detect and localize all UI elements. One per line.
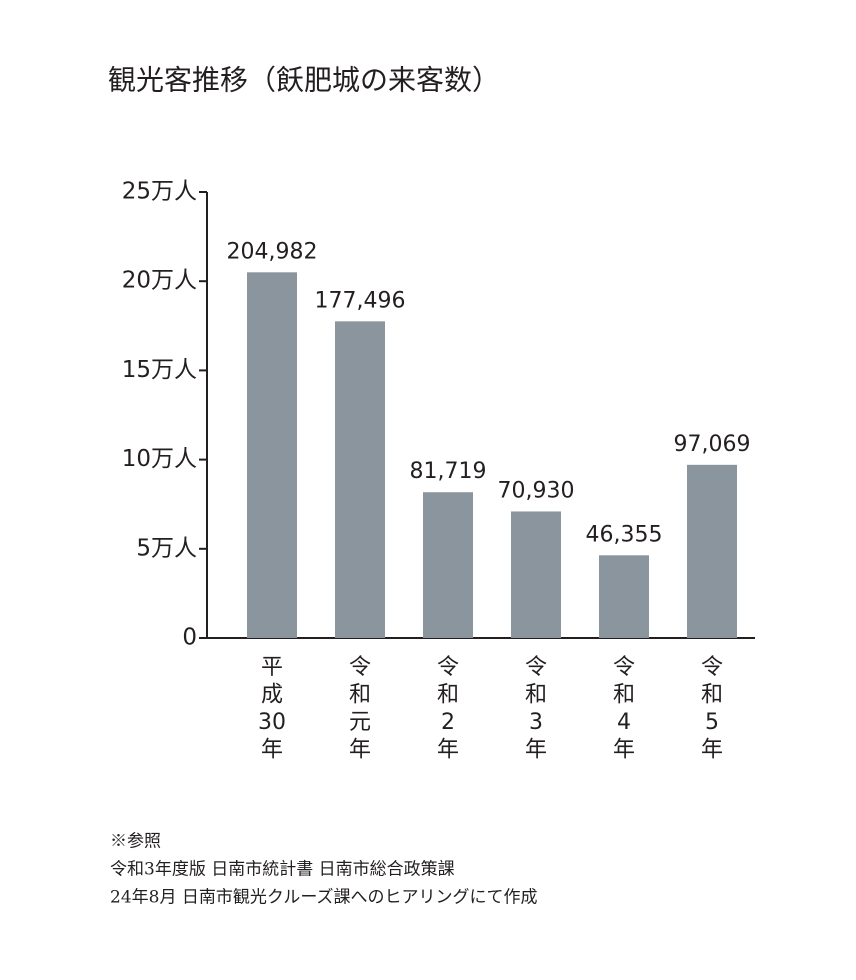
bar — [511, 511, 561, 638]
chart-title: 観光客推移（飫肥城の来客数） — [108, 64, 500, 97]
value-label: 70,930 — [498, 478, 575, 503]
value-label: 46,355 — [586, 522, 663, 547]
bar — [423, 492, 473, 638]
x-tick-label: 平成 30 年 — [258, 655, 286, 763]
x-tick-label: 令和 2 年 — [437, 655, 459, 763]
bar — [599, 555, 649, 638]
note: 24年8月 日南市観光クルーズ課へのヒアリングにて作成 — [110, 888, 538, 908]
y-tick-label: 15万人 — [122, 357, 197, 383]
x-tick-label: 令和 3 年 — [525, 655, 547, 763]
y-tick-label: 0 — [182, 625, 197, 651]
bar — [335, 321, 385, 638]
value-label: 177,496 — [315, 288, 406, 313]
y-tick-label: 5万人 — [136, 535, 197, 561]
value-label: 204,982 — [227, 239, 318, 264]
value-label: 97,069 — [674, 432, 751, 457]
bar — [687, 464, 737, 638]
x-tick-label: 令和 4 年 — [613, 655, 635, 763]
y-tick-label: 25万人 — [122, 179, 197, 205]
note: 令和3年度版 日南市統計書 日南市総合政策課 — [110, 860, 455, 880]
x-tick-label: 令和元年 — [349, 655, 371, 763]
x-tick-label: 令和 5 年 — [701, 655, 723, 763]
bar — [247, 272, 297, 638]
value-label: 81,719 — [410, 459, 487, 484]
note: ※参照 — [110, 832, 161, 852]
y-tick-label: 20万人 — [122, 268, 197, 294]
y-tick-label: 10万人 — [122, 446, 197, 472]
